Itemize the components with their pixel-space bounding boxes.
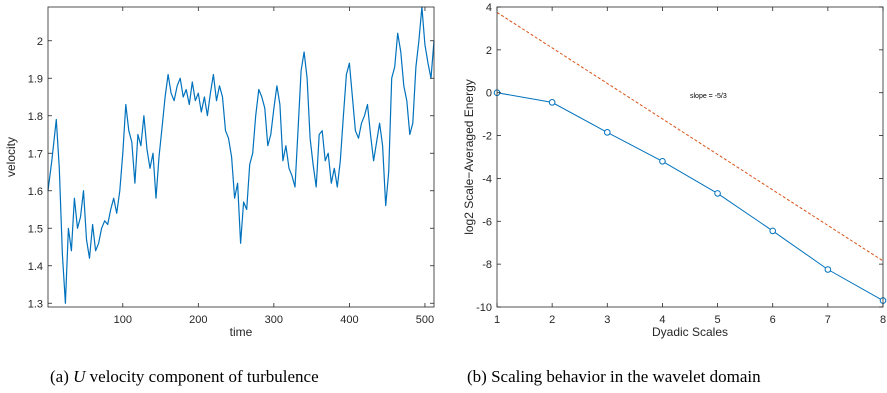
chart-b-ytick-label: -6	[482, 216, 492, 228]
chart-b-xtick-label: 2	[549, 314, 555, 326]
caption-a-text: velocity component of turbulence	[90, 367, 319, 386]
chart-b-xtick-label: 7	[825, 314, 831, 326]
chart-b-ytick-label: -10	[476, 302, 492, 314]
chart-a-velocity-series	[47, 6, 435, 304]
chart-a-frame	[47, 6, 435, 308]
chart-a-ytick-label: 1.7	[28, 148, 43, 160]
chart-b-ytick-label: -4	[482, 173, 492, 185]
chart-b-data-point	[659, 157, 666, 165]
chart-a: 100 200 300 400 500 1.3 1.4 1.5 1.6 1.7 1.8 1.9 2 ti…	[4, 6, 435, 339]
chart-a-ytick-label: 1.4	[28, 261, 43, 273]
chart-b-ylabel: log2 Scale−Averaged Energy	[462, 79, 476, 235]
chart-b-xtick-label: 6	[770, 314, 776, 326]
chart-b-ytick-label: -8	[482, 259, 492, 271]
chart-b-ytick-label: 2	[486, 45, 492, 57]
chart-a-ytick-label: 1.3	[28, 298, 43, 310]
chart-b-data-point	[714, 190, 721, 197]
chart-b-data-point	[603, 129, 611, 136]
chart-b-xtick-label: 5	[715, 314, 721, 326]
chart-a-xtick-label: 200	[189, 314, 207, 326]
caption-a-prefix: (a)	[50, 367, 69, 386]
chart-b-slope-reference-line	[496, 11, 884, 262]
chart-b-data-point	[824, 266, 832, 273]
chart-a-ytick-label: 1.5	[28, 223, 43, 235]
chart-b: 1 2 3 4 5 6 7 8 -10 -8 -6 -4 -2 0 2 4 slope = -5/3 Dyad…	[462, 2, 887, 339]
chart-b-ytick-label: 4	[486, 2, 492, 14]
chart-b-energy-series	[496, 92, 884, 302]
chart-a-ytick-label: 1.6	[28, 186, 43, 198]
chart-b-xlabel: Dyadic Scales	[652, 325, 728, 339]
chart-b-frame	[496, 6, 884, 308]
chart-b-ytick-label: -2	[482, 131, 492, 143]
chart-a-plot-area	[48, 7, 434, 307]
chart-a-ytick-label: 1.9	[28, 73, 43, 85]
caption-a-variable: U	[73, 367, 87, 386]
chart-b-xtick-label: 1	[494, 314, 500, 326]
chart-b-ytick-label: 0	[486, 88, 492, 100]
chart-b-data-point	[769, 227, 777, 235]
chart-a-ylabel: velocity	[4, 137, 18, 177]
chart-b-xtick-label: 8	[880, 314, 886, 326]
chart-a-xtick-label: 500	[416, 314, 434, 326]
chart-b-annotation: slope = -5/3	[690, 93, 727, 100]
chart-b-data-point	[548, 99, 556, 106]
caption-b: (b) Scaling behavior in the wavelet doma…	[467, 367, 761, 386]
chart-b-plot-area	[497, 7, 883, 307]
chart-b-xtick-label: 3	[604, 314, 610, 326]
chart-a-ytick-label: 1.8	[28, 111, 43, 123]
chart-a-xtick-label: 100	[114, 314, 132, 326]
chart-a-ytick-label: 2	[37, 36, 43, 48]
chart-a-xtick-label: 400	[340, 314, 358, 326]
chart-a-xtick-label: 300	[265, 314, 283, 326]
chart-a-xlabel: time	[230, 325, 253, 339]
caption-a: (a) U velocity component of turbulence	[50, 367, 319, 386]
chart-b-xtick-label: 4	[659, 314, 665, 326]
